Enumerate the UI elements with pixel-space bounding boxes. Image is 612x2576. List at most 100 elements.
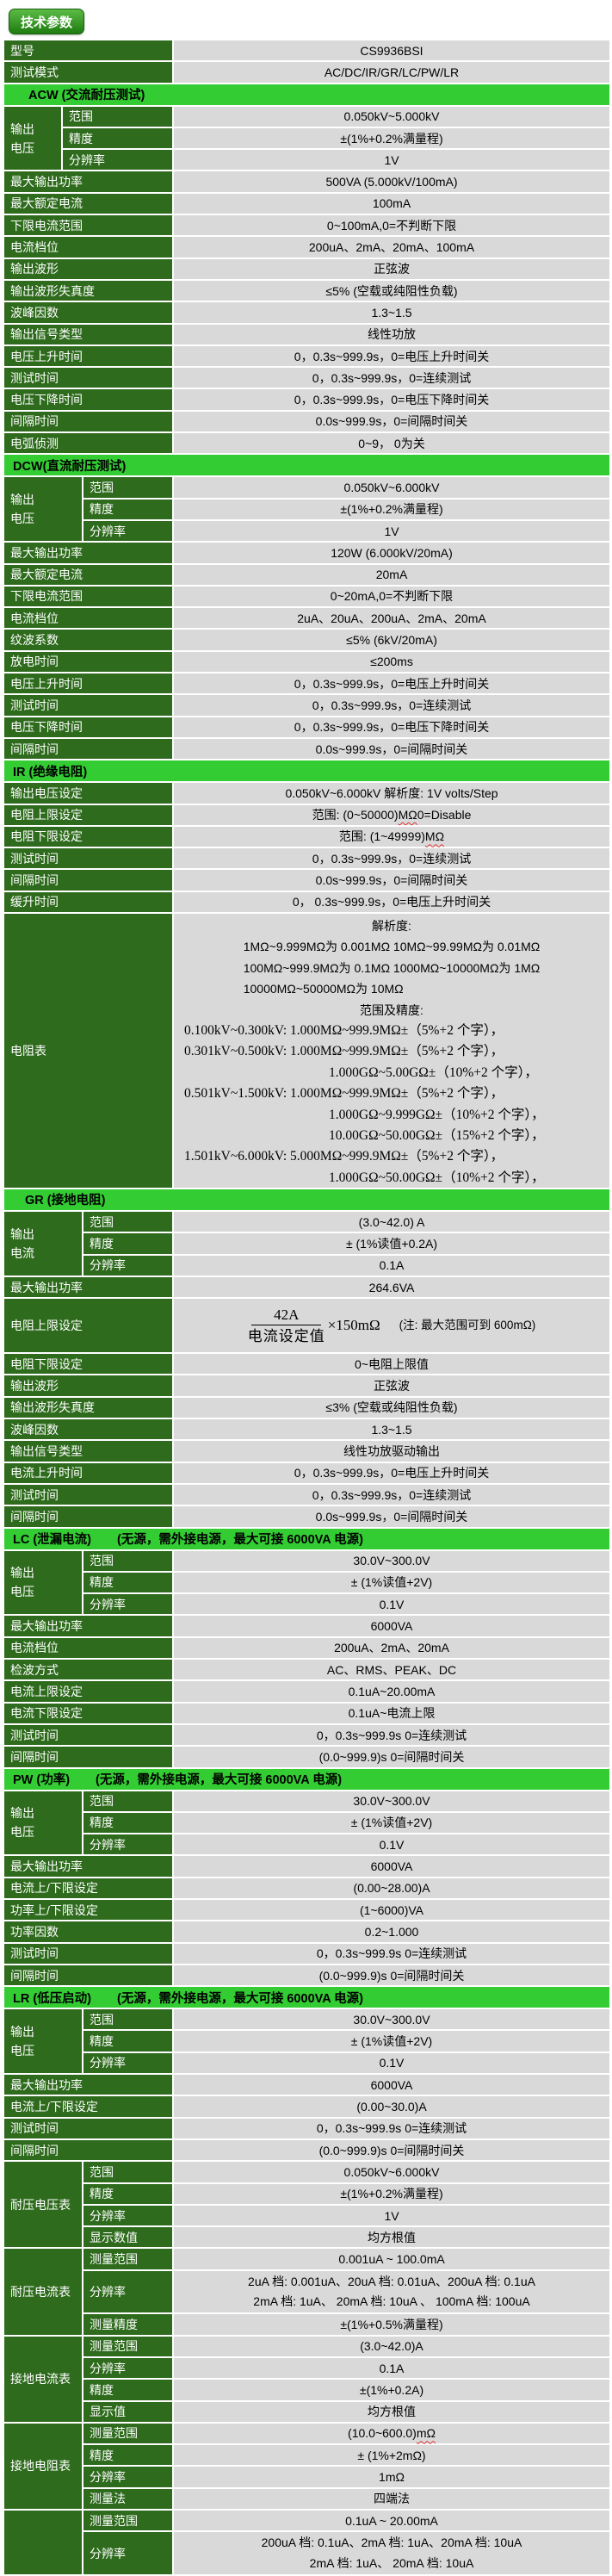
row-value: 0~20mA,0=不判断下限	[174, 586, 609, 609]
spec-group: 输出 电压 范围 30.0V~300.0V 精度 ± (1%读值+2V) 分辨率 0.1V	[4, 1550, 609, 1617]
row-value: 30.0V~300.0V	[174, 1791, 609, 1813]
section-note: (无源，需外接电源，最大可接 6000VA 电源)	[117, 1533, 364, 1548]
row-value: 0.0s~999.9s，0=间隔时间关	[174, 870, 609, 892]
row-label: 电压下降时间	[4, 717, 174, 739]
row-label: 分辨率	[83, 1255, 174, 1277]
row-value: 0~100mA,0=不判断下限	[174, 215, 609, 238]
row-value: 0.1V	[174, 1594, 609, 1617]
row-label: 显示值	[83, 2401, 174, 2424]
section-note: (无源，需外接电源，最大可接 6000VA 电源)	[117, 1991, 364, 2006]
row-value: 四端法	[174, 2488, 609, 2511]
row-label: 分辨率	[83, 2205, 174, 2228]
section-header-dcw: DCW(直流耐压测试)	[4, 455, 609, 478]
row-label: 间隔时间	[4, 1506, 174, 1529]
row-label: 测量范围	[83, 2336, 174, 2358]
row-label: 精度	[63, 127, 174, 151]
accuracy-line: 1.000GΩ~50.00GΩ±（10%+2 个字），	[329, 1170, 545, 1185]
spec-row: 最大额定电流 100mA	[4, 193, 609, 216]
row-label: 精度	[83, 1572, 174, 1595]
row-label: 测试时间	[4, 1943, 174, 1965]
row-label: 电流上/下限设定	[4, 1878, 174, 1900]
spec-row: 电流下限设定 0.1uA~电流上限	[4, 1703, 609, 1725]
row-value: 1.3~1.5	[174, 1419, 609, 1442]
section-title: PW (功率)	[13, 1773, 71, 1788]
row-value: 120W (6.000kV/20mA)	[174, 543, 609, 565]
row-value: 2uA、20uA、200uA、2mA、20mA	[174, 608, 609, 630]
row-label: 范围	[83, 477, 174, 500]
group-label: 输出 电压	[4, 2009, 83, 2076]
resolution-line: 100MΩ~999.9MΩ为 0.1MΩ 1000MΩ~10000MΩ为 1MΩ	[243, 960, 541, 975]
row-value: ± (1%读值+2V)	[174, 2031, 609, 2053]
row-label: 电阻上限设定	[4, 1299, 174, 1355]
accuracy-line: 0.100kV~0.300kV: 1.000MΩ~999.9MΩ±（5%+2 个…	[184, 1023, 504, 1039]
row-value: ±(1%+0.5%满量程)	[174, 2314, 609, 2337]
row-label: 输出波形失真度	[4, 280, 174, 303]
spec-row: 电阻表 解析度: 1MΩ~9.999MΩ为 0.001MΩ 10MΩ~99.99MΩ…	[4, 913, 609, 1189]
row-label: 电弧侦测	[4, 433, 174, 456]
section-header-pw: PW (功率) (无源，需外接电源，最大可接 6000VA 电源)	[4, 1768, 609, 1791]
spec-row: 分辨率 0.1A	[83, 2357, 609, 2380]
spec-group: 耐压电压表 范围 0.050kV~6.000kV 精度 ±(1%+0.2%满量程) 分辨率…	[4, 2162, 609, 2250]
spec-row: 测试时间 0，0.3s~999.9s 0=连续测试	[4, 1724, 609, 1747]
row-label: 电阻表	[4, 913, 174, 1189]
row-value: 0，0.3s~999.9s，0=电压上升时间关	[174, 1462, 609, 1485]
row-label: 功率因数	[4, 1921, 174, 1944]
row-value: 6000VA	[174, 1616, 609, 1638]
row-label: 精度	[83, 2445, 174, 2467]
row-label: 纹波系数	[4, 630, 174, 652]
group-label	[4, 2511, 83, 2576]
row-label: 测试时间	[4, 1724, 174, 1747]
row-value: ± (1%读值+2V)	[174, 1572, 609, 1595]
spec-row: 测试时间 0，0.3s~999.9s，0=连续测试	[4, 848, 609, 871]
spec-row: 精度 ± (1%+2mΩ)	[83, 2445, 609, 2467]
row-label: 分辨率	[83, 2270, 174, 2315]
spec-row: 输出信号类型 线性功放	[4, 324, 609, 346]
row-value: AC/DC/IR/GR/LC/PW/LR	[174, 62, 609, 84]
row-label: 测试时间	[4, 695, 174, 717]
group-rows: 范围 0.050kV~5.000kV 精度 ±(1%+0.2%满量程) 分辨率 1V	[63, 106, 609, 172]
spec-row: 测试时间 0，0.3s~999.9s，0=连续测试	[4, 368, 609, 390]
spec-row: 范围 0.050kV~5.000kV	[63, 106, 609, 128]
row-value: 0，0.3s~999.9s 0=连续测试	[174, 1724, 609, 1747]
row-value: 0.1A	[174, 2357, 609, 2380]
spec-row: 精度 ± (1%读值+2V)	[83, 2031, 609, 2053]
accuracy-line: 10.00GΩ~50.00GΩ±（15%+2 个字），	[329, 1128, 545, 1144]
spec-group: 输出 电压 范围 0.050kV~6.000kV 精度 ±(1%+0.2%满量程) 分辨率…	[4, 477, 609, 543]
row-value: 正弦波	[174, 1375, 609, 1398]
spec-row: 分辨率 1mΩ	[83, 2467, 609, 2489]
row-value: 264.6VA	[174, 1276, 609, 1300]
accuracy-line: 1.000GΩ~5.00GΩ±（10%+2 个字），	[329, 1065, 538, 1080]
row-value: ±(1%+0.2%满量程)	[174, 127, 609, 151]
spec-row: 测试时间 0，0.3s~999.9s，0=连续测试	[4, 1484, 609, 1507]
value-text: 范围: (1~49999)	[338, 829, 425, 844]
spec-row: 缓升时间 0， 0.3s~999.9s，0=电压上升时间关	[4, 891, 609, 914]
row-value: 0，0.3s~999.9s，0=电压下降时间关	[174, 717, 609, 739]
spec-row: 间隔时间 (0.0~999.9)s 0=间隔时间关	[4, 2139, 609, 2163]
row-label: 间隔时间	[4, 2139, 174, 2163]
fraction-numerator: 42A	[251, 1306, 322, 1325]
spec-row: 波峰因数 1.3~1.5	[4, 1419, 609, 1442]
group-label: 输出 电压	[4, 1550, 83, 1617]
row-value: 100mA	[174, 193, 609, 216]
row-value: 0，0.3s~999.9s，0=连续测试	[174, 1484, 609, 1507]
spec-row: 输出电压设定 0.050kV~6.000kV 解析度: 1V volts/Step	[4, 783, 609, 805]
group-rows: 范围 30.0V~300.0V 精度 ± (1%读值+2V) 分辨率 0.1V	[83, 1550, 609, 1617]
value-line: 200uA 档: 0.1uA、2mA 档: 1uA、20mA 档: 10uA	[261, 2536, 522, 2550]
accuracy-line: 1.000GΩ~9.999GΩ±（10%+2 个字），	[329, 1107, 545, 1122]
row-label: 分辨率	[83, 520, 174, 543]
row-label: 精度	[83, 2183, 174, 2206]
row-value: 0，0.3s~999.9s 0=连续测试	[174, 1943, 609, 1965]
row-value: 6000VA	[174, 2075, 609, 2097]
spec-row: 测量精度 ±(1%+0.5%满量程)	[83, 2314, 609, 2337]
spec-table: 型号 CS9936BSI 测试模式 AC/DC/IR/GR/LC/PW/LR ACW (…	[4, 40, 609, 2576]
spec-row: 最大额定电流 20mA	[4, 564, 609, 587]
spec-row: 测量范围 0.1uA ~ 20.00mA	[83, 2511, 609, 2533]
spec-row: 电流档位 200uA、2mA、20mA	[4, 1637, 609, 1660]
row-value: 线性功放驱动输出	[174, 1441, 609, 1463]
spec-row: 精度 ±(1%+0.2%满量程)	[83, 2183, 609, 2206]
row-label: 精度	[83, 2380, 174, 2402]
group-rows: 范围 (3.0~42.0) A 精度 ± (1%读值+0.2A) 分辨率 0.1A	[83, 1211, 609, 1277]
row-label: 测量法	[83, 2488, 174, 2511]
row-value: 1V	[174, 2205, 609, 2228]
